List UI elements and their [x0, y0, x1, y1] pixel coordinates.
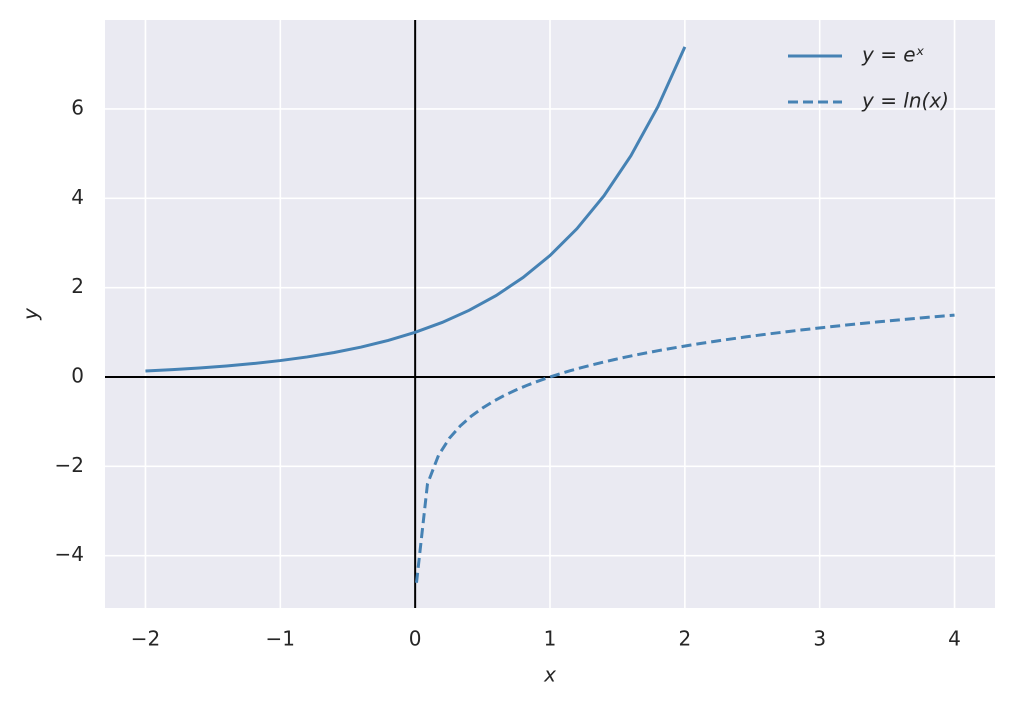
y-tick-label: 0	[71, 364, 84, 388]
x-tick-label: 0	[409, 627, 422, 651]
x-tick-label: 2	[678, 627, 691, 651]
y-tick-label: −2	[55, 453, 84, 477]
x-axis-label: x	[543, 663, 556, 687]
legend: y = eˣ y = ln(x)	[788, 43, 949, 113]
series-line	[415, 313, 955, 583]
x-tick-label: 1	[544, 627, 557, 651]
lines	[145, 46, 955, 583]
y-axis-label: y	[19, 307, 43, 321]
y-tick-label: 2	[71, 274, 84, 298]
y-tick-label: −4	[55, 542, 84, 566]
series-line	[145, 46, 687, 373]
ticks: −2 −1 0 1 2 3 4 −4 −2 0 2 4 6	[55, 95, 961, 650]
x-tick-label: 3	[813, 627, 826, 651]
x-tick-label: −2	[131, 627, 160, 651]
legend-label: y = eˣ	[861, 43, 925, 67]
y-tick-label: 4	[71, 185, 84, 209]
x-tick-label: −1	[266, 627, 295, 651]
y-tick-label: 6	[71, 95, 84, 119]
reference-lines	[105, 20, 995, 608]
legend-label: y = ln(x)	[861, 89, 949, 113]
x-tick-label: 4	[948, 627, 961, 651]
